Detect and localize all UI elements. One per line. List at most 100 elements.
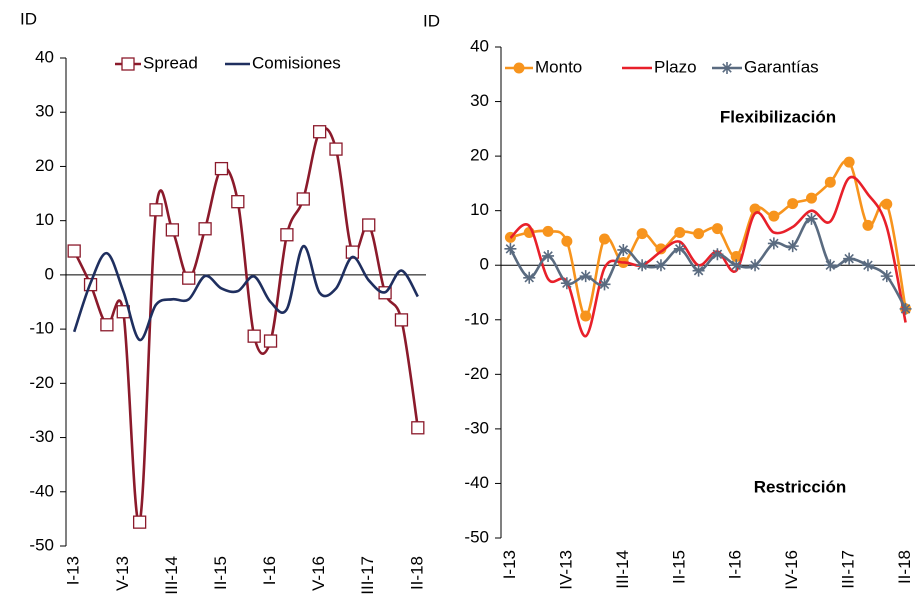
marker: [280, 228, 294, 242]
marker: [861, 259, 874, 272]
marker: [542, 249, 555, 262]
y-tick-label: 20: [35, 156, 54, 175]
marker: [263, 334, 278, 348]
marker: [673, 242, 686, 255]
x-tick-label: II-18: [407, 556, 426, 590]
marker: [806, 192, 817, 204]
marker: [560, 277, 573, 290]
y-tick-label: 40: [470, 36, 489, 55]
marker: [730, 250, 742, 262]
x-tick-label: III-14: [162, 556, 181, 595]
y-tick-label: -50: [464, 527, 489, 546]
x-tick-label: II-15: [669, 550, 688, 584]
marker: [329, 142, 343, 156]
x-tick-label: III-14: [613, 550, 632, 589]
x-tick-label: II-15: [211, 556, 230, 590]
marker: [805, 212, 818, 225]
marker: [786, 240, 799, 253]
series-line: [509, 175, 907, 338]
marker: [100, 318, 114, 332]
marker: [67, 244, 81, 258]
marker: [599, 233, 610, 245]
legend-label: Plazo: [654, 57, 697, 76]
x-tick-label: I-13: [64, 556, 83, 585]
y-tick-label: 0: [480, 255, 489, 274]
marker: [880, 270, 893, 283]
marker: [165, 223, 180, 237]
marker: [824, 176, 836, 188]
x-tick-label: I-13: [500, 550, 519, 579]
marker: [617, 243, 630, 256]
series-line: [509, 217, 907, 310]
y-tick-label: -30: [29, 427, 54, 446]
marker: [655, 243, 667, 255]
marker: [132, 515, 147, 529]
y-tick-label: -20: [29, 373, 54, 392]
marker: [121, 57, 135, 71]
marker: [214, 161, 229, 176]
marker: [579, 270, 592, 283]
legend-label: Comisiones: [252, 53, 341, 72]
x-tick-label: V-16: [309, 556, 328, 591]
marker: [636, 228, 648, 240]
y-tick-label: -10: [464, 309, 489, 328]
marker: [768, 210, 780, 222]
marker: [580, 310, 592, 322]
series-line: [72, 244, 419, 342]
x-tick-label: I-16: [260, 556, 279, 585]
y-tick-label: 20: [470, 146, 489, 165]
marker: [730, 259, 743, 272]
marker: [149, 203, 163, 217]
marker: [711, 223, 723, 235]
marker: [561, 235, 573, 247]
y-tick-label: -40: [29, 481, 54, 500]
marker: [504, 242, 517, 255]
x-tick-label: I-16: [726, 550, 745, 579]
marker: [674, 226, 686, 238]
legend-label: Monto: [535, 57, 582, 76]
marker: [247, 329, 261, 343]
y-tick-label: 10: [35, 210, 54, 229]
marker: [182, 271, 196, 285]
marker: [711, 248, 724, 261]
y-tick-label: -30: [464, 418, 489, 437]
marker: [312, 125, 327, 139]
y-axis-label: ID: [20, 9, 37, 28]
x-tick-label: V-13: [113, 556, 132, 591]
marker: [749, 259, 762, 272]
marker: [721, 62, 733, 74]
x-tick-label: IV-13: [556, 550, 575, 590]
y-tick-label: 10: [470, 200, 489, 219]
x-tick-label: III-17: [839, 550, 858, 589]
marker: [862, 219, 874, 231]
marker: [843, 252, 856, 265]
y-tick-label: 0: [45, 264, 54, 283]
marker: [394, 313, 409, 327]
y-axis-label: ID: [423, 11, 440, 30]
legend-label: Garantías: [744, 57, 819, 76]
marker: [198, 222, 212, 236]
annotation: Flexibilización: [720, 107, 836, 126]
x-tick-label: II-18: [895, 550, 914, 584]
marker: [654, 259, 667, 272]
marker: [881, 198, 893, 210]
marker: [523, 271, 536, 284]
x-tick-label: III-17: [358, 556, 377, 595]
y-tick-label: -20: [464, 364, 489, 383]
marker: [598, 278, 611, 291]
marker: [899, 302, 912, 315]
marker: [787, 198, 799, 210]
marker: [513, 62, 525, 74]
marker: [824, 259, 837, 272]
marker: [542, 225, 554, 237]
y-tick-label: -50: [29, 535, 54, 554]
marker: [767, 237, 780, 250]
marker: [843, 156, 855, 168]
marker: [693, 228, 705, 240]
y-tick-label: 40: [35, 47, 54, 66]
marker: [636, 259, 649, 272]
annotation: Restricción: [754, 477, 847, 496]
y-tick-label: -10: [29, 319, 54, 338]
marker: [411, 421, 425, 435]
